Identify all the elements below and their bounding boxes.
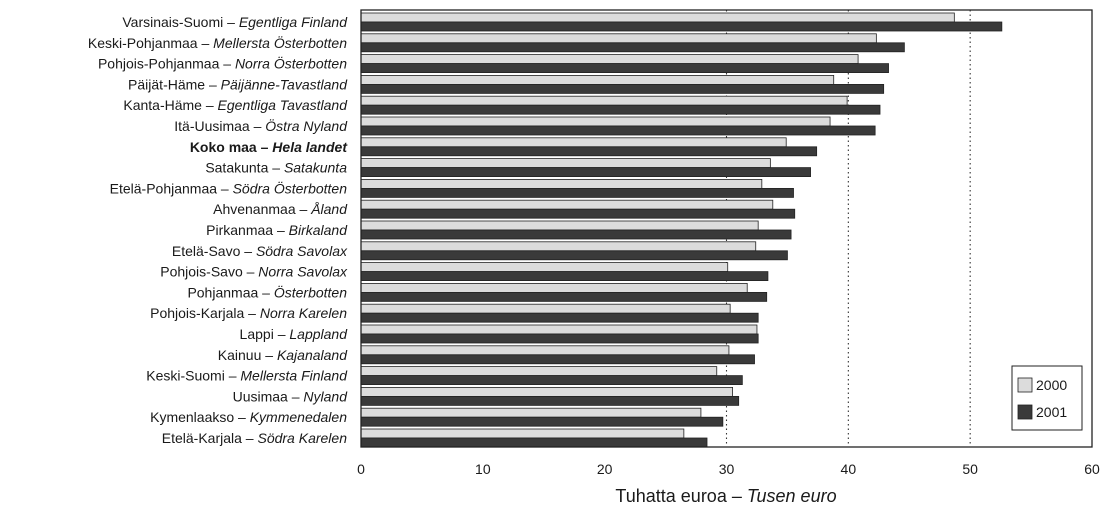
x-tick-50: 50 xyxy=(962,461,978,477)
bar-2001-12 xyxy=(360,271,769,282)
legend-label-2000: 2000 xyxy=(1036,377,1067,393)
bar-2000-12 xyxy=(360,262,729,273)
legend: 2000 2001 xyxy=(1011,365,1083,431)
category-label: Uusimaa – Nyland xyxy=(233,388,349,404)
bar-2000-2 xyxy=(360,54,859,64)
category-label: Keski-Suomi – Mellersta Finland xyxy=(146,368,348,384)
category-label: Lappi – Lappland xyxy=(240,326,349,342)
legend-box xyxy=(1011,365,1083,431)
category-label: Pohjois-Karjala – Norra Karelen xyxy=(150,305,347,321)
bar-2001-7 xyxy=(360,167,811,178)
bar-2000-7 xyxy=(360,158,771,169)
bar-2001-16 xyxy=(360,354,755,365)
legend-swatch-2000 xyxy=(1017,377,1033,393)
bar-2000-4 xyxy=(360,95,848,106)
bar-2000-17 xyxy=(360,366,718,377)
category-label: Etelä-Karjala – Södra Karelen xyxy=(162,430,347,446)
category-labels: Varsinais-Suomi – Egentliga Finland Keski… xyxy=(88,14,348,446)
category-label: Kainuu – Kajanaland xyxy=(218,347,348,363)
bar-2000-8 xyxy=(360,178,763,189)
x-tick-40: 40 xyxy=(841,461,857,477)
category-label: Koko maa – Hela landet xyxy=(190,139,349,155)
bar-2001-2 xyxy=(360,63,889,73)
x-tick-10: 10 xyxy=(475,461,491,477)
bar-2001-0 xyxy=(360,21,1003,32)
bar-2001-19 xyxy=(360,416,724,427)
bar-2000-3 xyxy=(360,75,835,85)
bar-2000-6 xyxy=(360,137,787,148)
bar-2000-1 xyxy=(360,33,877,44)
bar-2000-18 xyxy=(360,386,733,397)
category-label: Satakunta – Satakunta xyxy=(205,160,347,176)
category-label: Ahvenanmaa – Åland xyxy=(213,201,348,217)
category-label: Varsinais-Suomi – Egentliga Finland xyxy=(122,14,348,30)
bar-2000-10 xyxy=(360,220,759,231)
bar-2001-1 xyxy=(360,42,905,53)
bar-2000-19 xyxy=(360,407,702,418)
category-label: Päijät-Häme – Päijänne-Tavastland xyxy=(128,76,348,92)
x-tick-30: 30 xyxy=(719,461,735,477)
x-tick-labels: 0 10 20 30 40 50 60 xyxy=(357,461,1100,477)
bar-2001-6 xyxy=(360,146,818,157)
bar-2001-18 xyxy=(360,395,740,406)
x-tick-60: 60 xyxy=(1084,461,1100,477)
category-label: Etelä-Pohjanmaa – Södra Österbotten xyxy=(110,179,348,196)
bar-2000-13 xyxy=(360,282,748,293)
bar-2001-11 xyxy=(360,250,788,261)
bar-2001-13 xyxy=(360,291,768,302)
bar-2000-15 xyxy=(360,324,758,335)
legend-swatch-2001 xyxy=(1017,404,1033,420)
bar-2001-3 xyxy=(360,84,885,94)
bar-2000-14 xyxy=(360,303,731,314)
legend-label-2001: 2001 xyxy=(1036,404,1067,420)
bar-2001-15 xyxy=(360,333,759,344)
bar-2001-14 xyxy=(360,312,759,323)
bar-2001-10 xyxy=(360,229,792,240)
bar-2001-8 xyxy=(360,187,794,198)
bars xyxy=(360,12,1003,448)
bar-2001-4 xyxy=(360,104,881,115)
bar-2000-20 xyxy=(360,428,685,439)
category-label: Etelä-Savo – Södra Savolax xyxy=(172,243,348,259)
category-label: Pohjanmaa – Österbotten xyxy=(187,283,347,300)
category-label: Kanta-Häme – Egentliga Tavastland xyxy=(123,97,348,113)
x-axis-label: Tuhatta euroa – Tusen euro xyxy=(615,486,836,506)
bar-2000-11 xyxy=(360,241,757,252)
bar-2000-0 xyxy=(360,12,955,23)
category-label: Pohjois-Pohjanmaa – Norra Österbotten xyxy=(98,55,347,72)
bar-2001-17 xyxy=(360,375,743,386)
category-label: Itä-Uusimaa – Östra Nyland xyxy=(174,117,348,134)
category-label: Kymenlaakso – Kymmenedalen xyxy=(150,409,347,425)
category-label: Pohjois-Savo – Norra Savolax xyxy=(160,264,348,280)
category-label: Pirkanmaa – Birkaland xyxy=(206,222,348,238)
bar-2001-5 xyxy=(360,125,876,136)
x-tick-0: 0 xyxy=(357,461,365,477)
bar-2000-9 xyxy=(360,199,774,210)
bar-2000-16 xyxy=(360,345,730,356)
bar-2001-9 xyxy=(360,208,796,219)
x-tick-20: 20 xyxy=(597,461,613,477)
plot-frame xyxy=(360,9,1093,448)
bar-2000-5 xyxy=(360,116,831,127)
category-label: Keski-Pohjanmaa – Mellersta Österbotten xyxy=(88,34,347,51)
bar-2001-20 xyxy=(360,437,708,448)
